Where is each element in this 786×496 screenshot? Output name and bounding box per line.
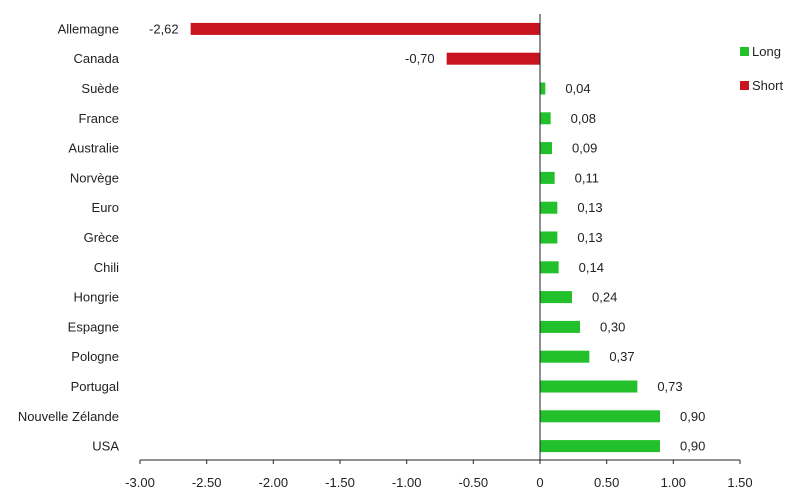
legend-label-long: Long (752, 43, 781, 59)
bar-hongrie (540, 291, 572, 304)
value-label-norvege: 0,11 (575, 170, 599, 185)
value-label-pologne: 0,37 (609, 349, 634, 364)
x-tick-label: -0.50 (459, 475, 489, 490)
legend-item-long: Long (740, 42, 783, 60)
category-label-suede: Suède (81, 81, 119, 96)
bar-portugal (540, 380, 638, 393)
legend-swatch-short (740, 80, 749, 90)
value-label-canada: -0,70 (405, 51, 435, 66)
legend: Long Short (740, 42, 783, 110)
category-label-allemagne: Allemagne (58, 21, 119, 36)
category-label-france: France (79, 111, 119, 126)
bar-france (540, 112, 551, 125)
bar-allemagne (190, 22, 540, 35)
category-label-usa: USA (92, 439, 119, 454)
category-label-nouvelle-zelande: Nouvelle Zélande (18, 409, 119, 424)
bar-nouvelle-zelande (540, 410, 660, 423)
value-label-allemagne: -2,62 (149, 21, 179, 36)
value-label-usa: 0,90 (680, 439, 705, 454)
value-label-suede: 0,04 (565, 81, 590, 96)
category-label-australie: Australie (68, 141, 119, 156)
category-label-euro: Euro (92, 200, 119, 215)
category-label-grece: Grèce (84, 230, 119, 245)
category-label-chili: Chili (94, 260, 119, 275)
value-label-portugal: 0,73 (657, 379, 682, 394)
bars-group (190, 22, 660, 453)
bar-espagne (540, 320, 580, 333)
bar-pologne (540, 350, 590, 363)
legend-label-short: Short (752, 77, 784, 93)
category-label-hongrie: Hongrie (73, 290, 119, 305)
value-label-nouvelle-zelande: 0,90 (680, 409, 705, 424)
value-label-grece: 0,13 (577, 230, 602, 245)
legend-item-short: Short (740, 76, 783, 94)
x-tick-label: -2.00 (259, 475, 289, 490)
bar-chili (540, 261, 559, 274)
value-label-chili: 0,14 (579, 260, 604, 275)
category-label-norvege: Norvège (70, 170, 119, 185)
x-tick-label: -2.50 (192, 475, 222, 490)
value-label-euro: 0,13 (577, 200, 602, 215)
value-label-hongrie: 0,24 (592, 290, 617, 305)
category-label-pologne: Pologne (71, 349, 119, 364)
bar-suede (540, 82, 546, 95)
bar-grece (540, 231, 558, 244)
bar-norvege (540, 171, 555, 184)
legend-swatch-long (740, 46, 749, 56)
value-label-australie: 0,09 (572, 141, 597, 156)
value-label-france: 0,08 (571, 111, 596, 126)
x-tick-label: 1.50 (727, 475, 752, 490)
category-label-portugal: Portugal (71, 379, 120, 394)
value-label-espagne: 0,30 (600, 319, 625, 334)
x-tick-label: -1.00 (392, 475, 422, 490)
x-tick-label: 0 (536, 475, 543, 490)
category-label-canada: Canada (73, 51, 119, 66)
bar-euro (540, 201, 558, 214)
x-tick-label: -3.00 (125, 475, 155, 490)
bar-canada (446, 52, 540, 65)
labels-group: Allemagne -2,62 Canada -0,70 Suède 0,04 France… (18, 21, 706, 453)
x-tick-label: 0.50 (594, 475, 619, 490)
x-tick-label: 1.00 (661, 475, 686, 490)
x-axis: -3.00 -2.50 -2.00 -1.50 -1.00 -0.50 0 0.50 1.00 1… (125, 14, 753, 490)
x-tick-label: -1.50 (325, 475, 355, 490)
bar-australie (540, 142, 552, 155)
bar-usa (540, 440, 660, 453)
category-label-espagne: Espagne (68, 319, 119, 334)
